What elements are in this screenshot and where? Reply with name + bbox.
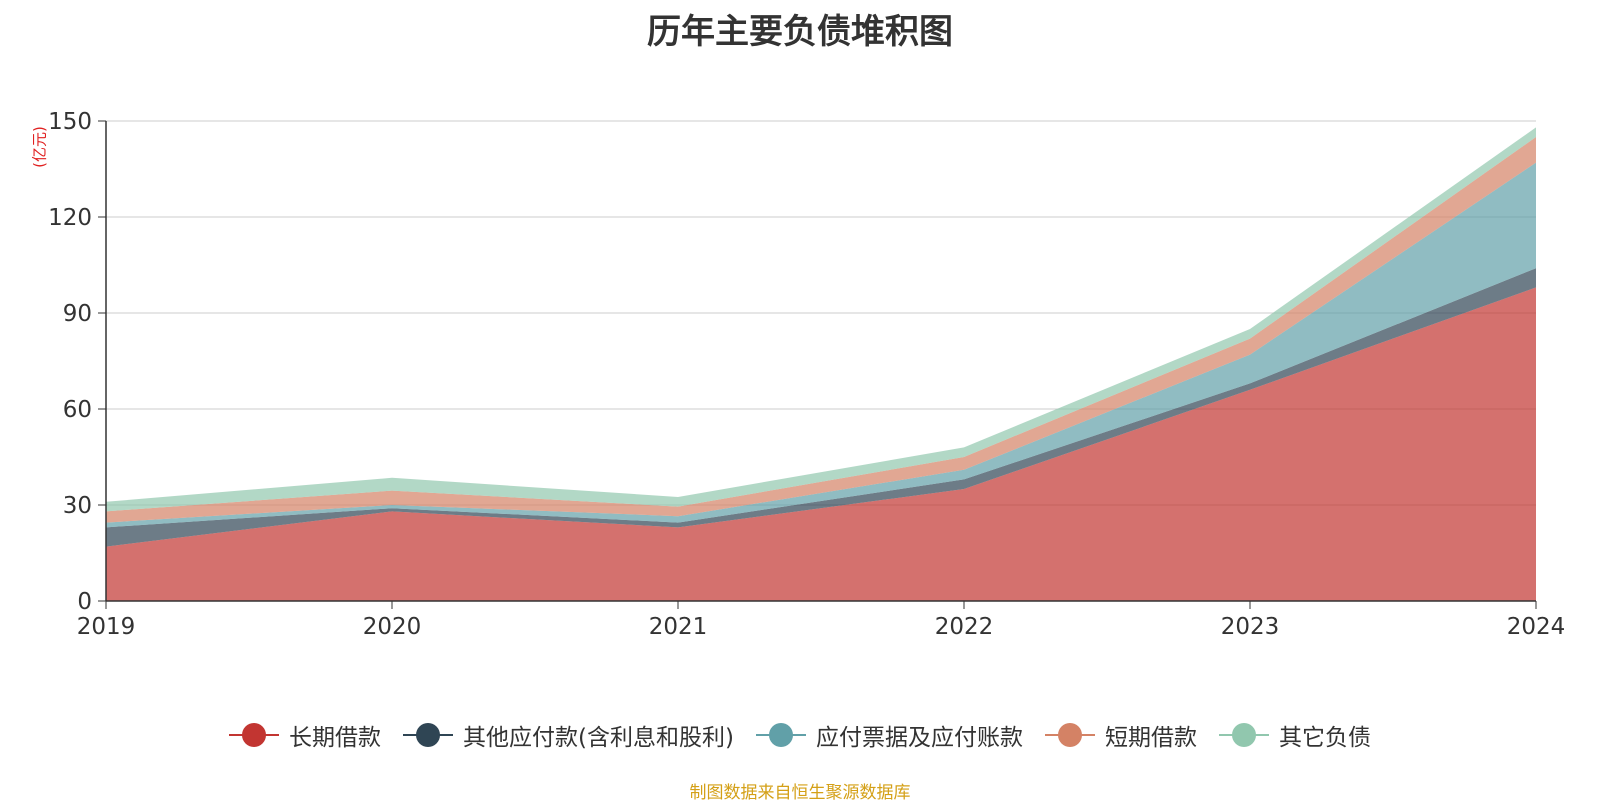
axes: 0 30 60 90 120 150 2019 2020 2021 2022 2023 2024 (48, 109, 1565, 640)
x-tick-label: 2022 (935, 614, 994, 640)
data-source-note: 制图数据来自恒生聚源数据库 (689, 783, 911, 803)
legend-item-3[interactable]: 应付票据及应付账款 (755, 718, 1023, 752)
legend-marker-icon (1218, 722, 1269, 748)
y-tick-label: 120 (48, 205, 92, 231)
x-tick-label: 2024 (1507, 614, 1566, 640)
chart-title: 历年主要负债堆积图 (647, 12, 953, 52)
x-tick-label: 2021 (649, 614, 708, 640)
area-series (106, 127, 1536, 601)
y-tick-label: 30 (63, 493, 92, 519)
legend-label: 其它负债 (1278, 725, 1371, 751)
y-tick-label: 150 (48, 109, 92, 135)
legend-item-4[interactable]: 短期借款 (1044, 718, 1197, 752)
legend-label: 长期借款 (289, 725, 382, 751)
x-tick-label: 2019 (77, 614, 136, 640)
legend-label: 短期借款 (1104, 725, 1197, 751)
x-tick-label: 2023 (1221, 614, 1280, 640)
legend-marker-icon (755, 722, 806, 748)
x-tick-label: 2020 (363, 614, 422, 640)
legend-label: 应付票据及应付账款 (815, 725, 1023, 751)
chart-legend: 长期借款 其他应付款(含利息和股利) 应付票据及应付账款 短期借款 其它负债 (0, 718, 1600, 752)
legend-marker-icon (403, 722, 454, 748)
legend-label: 其他应付款(含利息和股利) (463, 725, 734, 751)
legend-marker-icon (229, 722, 280, 748)
area-2 (106, 268, 1536, 547)
stacked-area-chart: 0 30 60 90 120 150 2019 2020 2021 2022 2023 2024 (48, 109, 1565, 640)
legend-marker-icon (1044, 722, 1095, 748)
area-1 (106, 287, 1536, 601)
legend-item-2[interactable]: 其他应付款(含利息和股利) (403, 718, 734, 752)
legend-item-1[interactable]: 长期借款 (229, 718, 381, 752)
y-tick-label: 0 (77, 589, 92, 615)
y-tick-label: 90 (63, 301, 92, 327)
y-tick-label: 60 (63, 397, 92, 423)
legend-item-5[interactable]: 其它负债 (1218, 718, 1371, 752)
